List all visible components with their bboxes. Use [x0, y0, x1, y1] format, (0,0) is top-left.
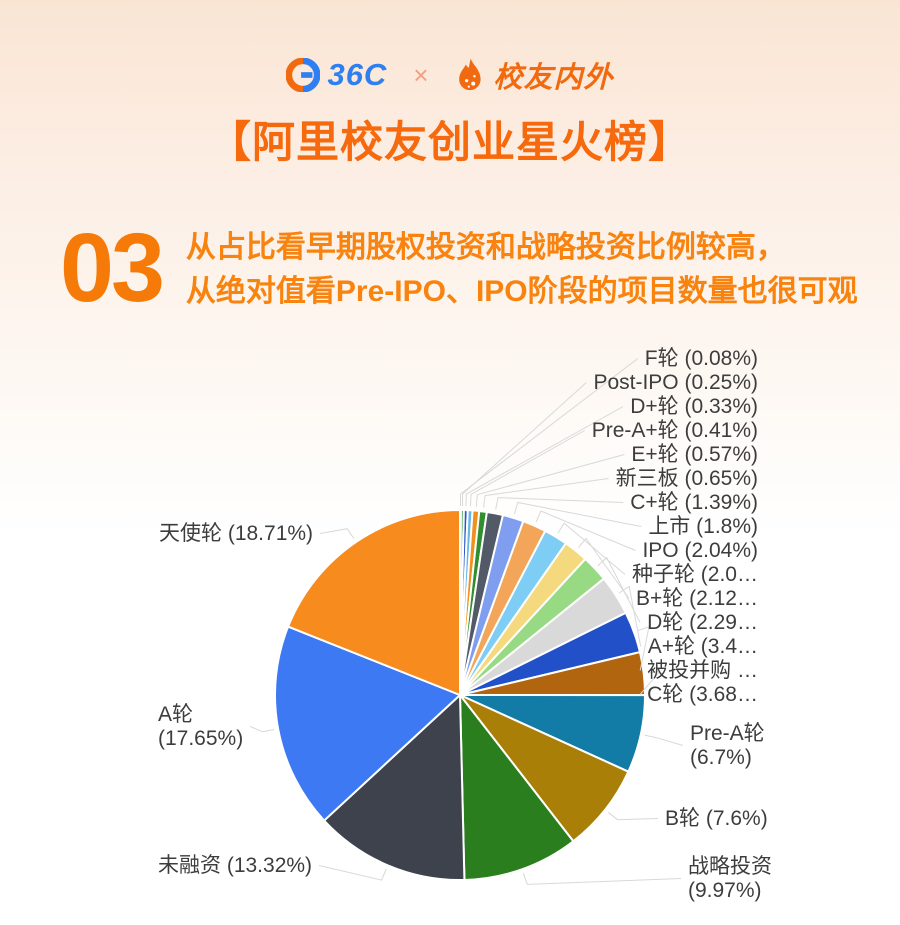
- 36c-logo-text: 36C: [327, 57, 388, 92]
- pie-label-被投并购: 被投并购 …: [647, 659, 758, 682]
- xiaoyou-logo-text: 校友内外: [493, 62, 614, 94]
- xiaoyou-logo: 校友内外: [455, 54, 614, 96]
- pie-label-战略投资: 战略投资(9.97%): [688, 855, 772, 902]
- section-heading-line-1: 从占比看早期股权投资和战略投资比例较高，: [185, 231, 786, 264]
- leader-line-C+轮: [495, 497, 624, 510]
- leader-line-天使轮: [319, 528, 355, 539]
- pie-label-天使轮: 天使轮 (18.71%): [159, 522, 313, 545]
- pie-label-IPO: IPO (2.04%): [642, 539, 758, 562]
- pie-slice-A轮: [274, 625, 461, 822]
- pie-label-Pre-A轮: Pre-A轮(6.7%): [690, 722, 765, 769]
- leader-line-Pre-A轮: [644, 734, 684, 746]
- section-03: 03 从占比看早期股权投资和战略投资比例较高， 从绝对值看Pre-IPO、IPO…: [60, 213, 858, 322]
- 36c-logo-icon: [286, 58, 321, 92]
- pie-label-D轮: D轮 (2.29…: [647, 611, 758, 634]
- pie-label-种子轮: 种子轮 (2.0…: [632, 563, 758, 586]
- pie-label-B+轮: B+轮 (2.12…: [636, 587, 758, 610]
- leader-line-新三板: [483, 478, 609, 508]
- page-title: 【阿里校友创业星火榜】: [208, 119, 692, 167]
- leader-line-B轮: [607, 811, 659, 821]
- leader-line-被投并购: [637, 625, 650, 671]
- leader-line-种子轮: [557, 522, 626, 575]
- leader-line-E+轮: [475, 454, 625, 507]
- leader-line-上市: [513, 501, 642, 527]
- pie-slice-未融资: [323, 694, 466, 881]
- leader-line-战略投资: [522, 872, 682, 885]
- brand-separator: ×: [413, 59, 429, 90]
- pie-label-E+轮: E+轮 (0.57%): [631, 443, 758, 466]
- pie-label-C轮: C轮 (3.68…: [647, 683, 758, 706]
- leader-line-D+轮: [465, 406, 624, 507]
- section-number: 03: [60, 213, 165, 322]
- brand-row: 36C × 校友内外: [0, 54, 900, 96]
- pie-label-B轮: B轮 (7.6%): [665, 807, 768, 830]
- leader-line-C轮: [639, 670, 661, 695]
- leader-line-IPO: [535, 510, 636, 551]
- pie-label-F轮: F轮 (0.08%): [645, 347, 758, 370]
- flame-icon: [458, 57, 481, 90]
- leader-line-A+轮: [618, 585, 642, 647]
- leader-line-未融资: [318, 865, 387, 881]
- pie-label-A+轮: A+轮 (3.4…: [648, 635, 758, 658]
- leader-line-Post-IPO: [462, 382, 587, 507]
- leader-line-A轮: [250, 726, 275, 733]
- section-heading: 从占比看早期股权投资和战略投资比例较高， 从绝对值看Pre-IPO、IPO阶段的…: [186, 226, 858, 314]
- pie-label-Post-IPO: Post-IPO (0.25%): [593, 371, 758, 394]
- leader-line-D轮: [597, 556, 641, 623]
- pie-label-上市: 上市 (1.8%): [648, 515, 758, 538]
- pie-label-D+轮: D+轮 (0.33%): [630, 395, 758, 418]
- leader-line-B+轮: [578, 537, 630, 599]
- pie-label-Pre-A+轮: Pre-A+轮 (0.41%): [592, 419, 758, 442]
- 36c-logo: 36C: [286, 57, 387, 93]
- leader-line-Pre-A+轮: [469, 430, 585, 507]
- leader-line-F轮: [460, 358, 639, 506]
- pie-slice-天使轮: [287, 509, 461, 696]
- pie-label-新三板: 新三板 (0.65%): [616, 467, 758, 490]
- pie-label-A轮: A轮(17.65%): [158, 703, 243, 750]
- pie-label-C+轮: C+轮 (1.39%): [630, 491, 758, 514]
- pie-slice-战略投资: [459, 694, 575, 881]
- pie-label-未融资: 未融资 (13.32%): [158, 854, 312, 877]
- section-heading-line-2: 从绝对值看Pre-IPO、IPO阶段的项目数量也很可观: [185, 275, 858, 308]
